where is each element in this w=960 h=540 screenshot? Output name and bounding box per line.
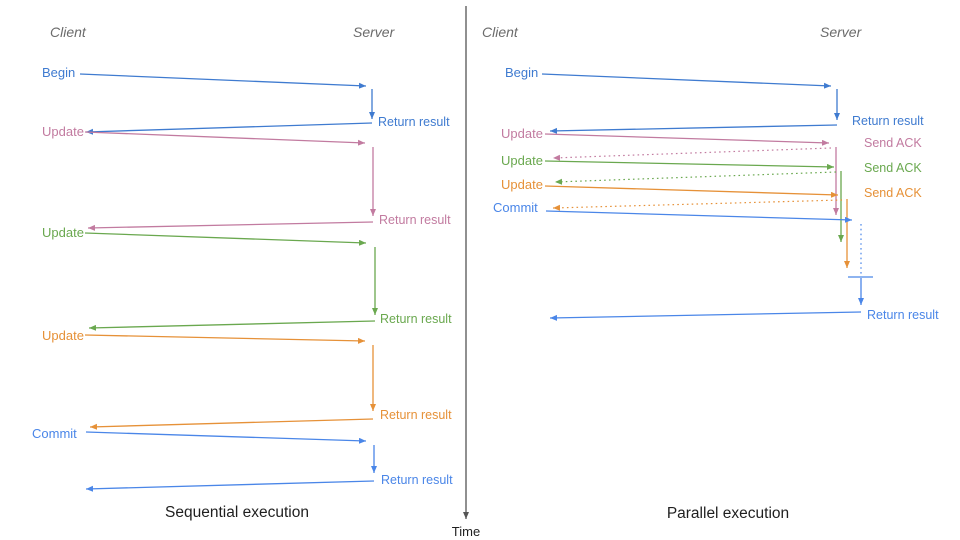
seq-update3-request-line [84,334,366,344]
par-begin-response-label: Return result [852,114,924,128]
seq-begin-lines [79,73,375,135]
par-begin-return-line [549,124,838,134]
par-begin-lines [541,73,840,134]
par-update1-lines [544,133,839,215]
seq-update2-request-line [84,232,367,246]
par-commit-label: Commit [493,200,538,215]
par-commit-return-line [549,311,862,321]
par-update2-label: Update [501,153,543,168]
par-begin-label: Begin [505,65,538,80]
par-update2-response-label: Send ACK [864,161,922,175]
seq-update1-response-label: Return result [379,213,451,227]
par-commit-response-label: Return result [867,308,939,322]
par-commit-request-line [545,210,853,223]
seq-commit-response-label: Return result [381,473,453,487]
seq-update3-return-line [89,418,374,430]
seq-server-header: Server [353,24,396,40]
par-commit-lines [545,210,873,321]
par-update1-response-label: Send ACK [864,136,922,150]
seq-update2-return-line [88,320,376,331]
seq-commit-lines [85,431,377,492]
par-update2-ack-line [554,171,837,185]
seq-client-header: Client [50,24,87,40]
par-update1-label: Update [501,126,543,141]
seq-begin-label: Begin [42,65,75,80]
par-update3-request-line [544,185,839,198]
par-update3-label: Update [501,177,543,192]
seq-update3-response-label: Return result [380,408,452,422]
par-update1-request-line [544,133,830,146]
seq-commit-return-line [85,480,375,492]
par-update2-lines [544,160,844,242]
seq-update2-lines [84,232,378,331]
par-begin-request-line [541,73,832,89]
seq-begin-response-label: Return result [378,115,450,129]
par-update3-ack-line [552,199,843,211]
parallel-panel: Client Server Begin Return result Update… [482,24,939,522]
sequential-caption: Sequential execution [165,504,309,521]
time-axis-label: Time [452,524,480,539]
seq-update3-label: Update [42,328,84,343]
seq-update2-response-label: Return result [380,312,452,326]
seq-update1-label: Update [42,124,84,139]
seq-update2-label: Update [42,225,84,240]
seq-update1-request-line [84,131,366,146]
par-server-header: Server [820,24,863,40]
par-update2-request-line [544,160,835,170]
seq-commit-request-line [85,431,367,444]
parallel-caption: Parallel execution [667,505,789,522]
par-update3-lines [544,185,850,268]
seq-begin-return-line [85,122,373,135]
seq-update3-lines [84,334,376,430]
par-update1-ack-line [552,147,832,161]
seq-update1-lines [84,131,376,231]
seq-begin-request-line [79,73,367,89]
seq-commit-label: Commit [32,426,77,441]
seq-update1-return-line [87,221,374,231]
par-client-header: Client [482,24,519,40]
sequential-panel: Client Server Begin Return result Update… [32,24,453,521]
par-update3-response-label: Send ACK [864,186,922,200]
